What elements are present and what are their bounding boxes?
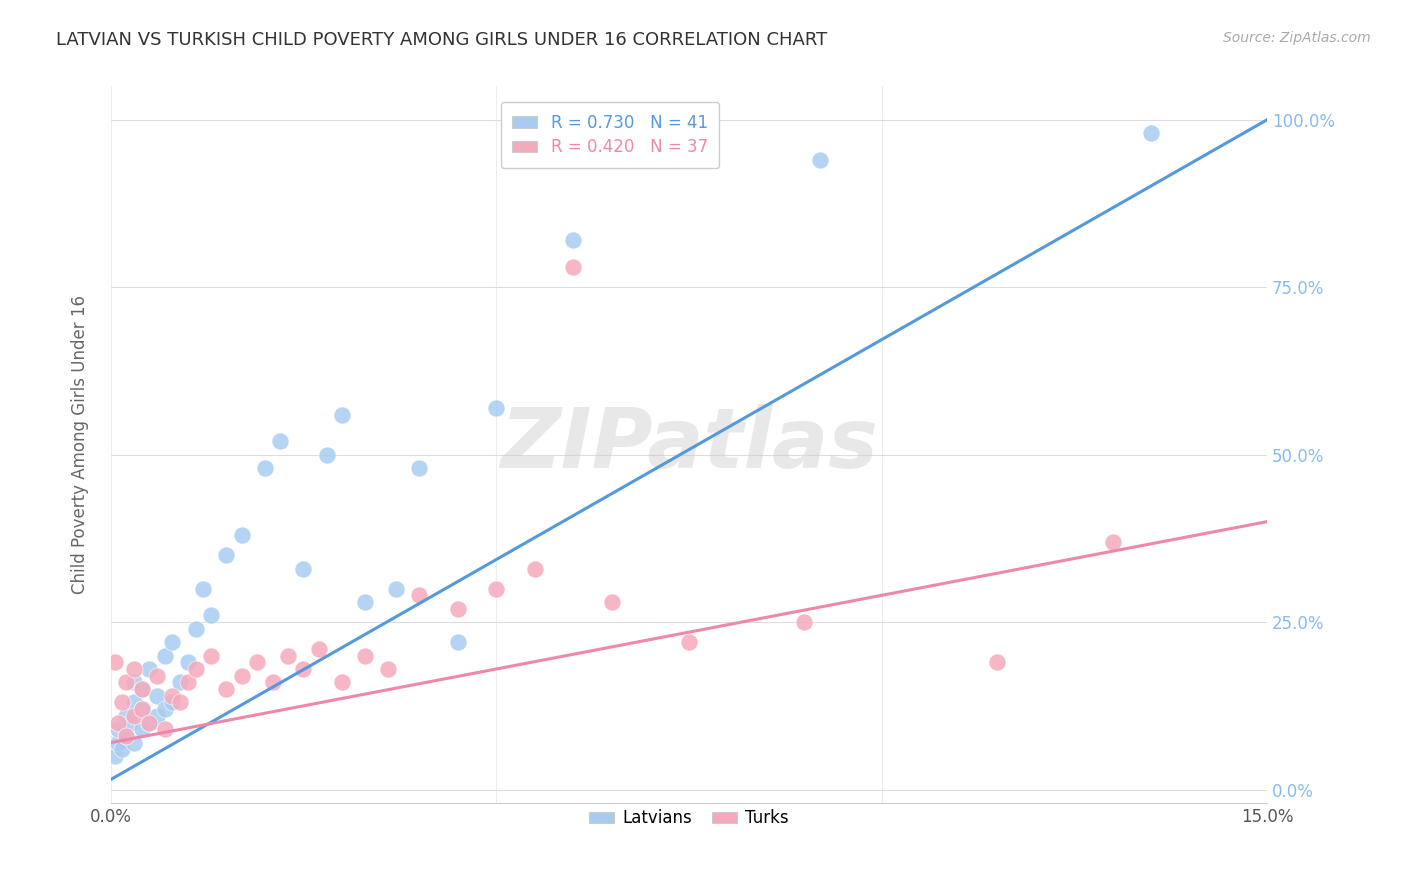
Point [104,749,127,764]
Point [485,401,508,415]
Point [146,709,169,723]
Point [131,682,153,697]
Point [354,595,377,609]
Point [138,662,160,676]
Point [153,648,176,663]
Point [131,702,153,716]
Point [385,582,408,596]
Legend: Latvians, Turks: Latvians, Turks [582,803,796,834]
Point [253,461,276,475]
Point [793,615,815,629]
Point [122,736,145,750]
Point [485,582,508,596]
Point [131,702,153,716]
Point [315,448,337,462]
Point [600,595,623,609]
Text: Source: ZipAtlas.com: Source: ZipAtlas.com [1223,31,1371,45]
Point [562,234,585,248]
Point [277,648,299,663]
Point [231,528,253,542]
Point [193,582,215,596]
Point [408,588,430,602]
Point [200,608,222,623]
Point [122,675,145,690]
Point [330,408,353,422]
Point [115,729,138,743]
Text: ZIPatlas: ZIPatlas [501,404,877,485]
Point [107,723,129,737]
Point [122,662,145,676]
Point [269,434,291,449]
Point [169,675,191,690]
Point [118,715,141,730]
Point [162,689,184,703]
Point [153,702,176,716]
Point [408,461,430,475]
Point [215,548,238,562]
Point [292,561,315,575]
Point [678,635,700,649]
Point [184,662,207,676]
Point [111,742,134,756]
Point [446,601,468,615]
Point [986,656,1008,670]
Point [262,675,284,690]
Point [1101,534,1123,549]
Point [162,635,184,649]
Point [138,715,160,730]
Point [169,696,191,710]
Point [808,153,831,167]
Point [115,729,138,743]
Point [104,656,127,670]
Point [146,669,169,683]
Point [177,675,200,690]
Point [122,696,145,710]
Point [107,715,129,730]
Point [138,715,160,730]
Point [330,675,353,690]
Point [153,723,176,737]
Y-axis label: Child Poverty Among Girls Under 16: Child Poverty Among Girls Under 16 [72,295,89,594]
Point [177,656,200,670]
Point [200,648,222,663]
Point [292,662,315,676]
Point [107,736,129,750]
Point [146,689,169,703]
Text: LATVIAN VS TURKISH CHILD POVERTY AMONG GIRLS UNDER 16 CORRELATION CHART: LATVIAN VS TURKISH CHILD POVERTY AMONG G… [56,31,828,49]
Point [246,656,269,670]
Point [122,709,145,723]
Point [308,641,330,656]
Point [562,260,585,275]
Point [377,662,399,676]
Point [1140,126,1163,140]
Point [231,669,253,683]
Point [184,622,207,636]
Point [115,709,138,723]
Point [162,696,184,710]
Point [131,723,153,737]
Point [446,635,468,649]
Point [215,682,238,697]
Point [354,648,377,663]
Point [523,561,546,575]
Point [115,675,138,690]
Point [111,696,134,710]
Point [131,682,153,697]
